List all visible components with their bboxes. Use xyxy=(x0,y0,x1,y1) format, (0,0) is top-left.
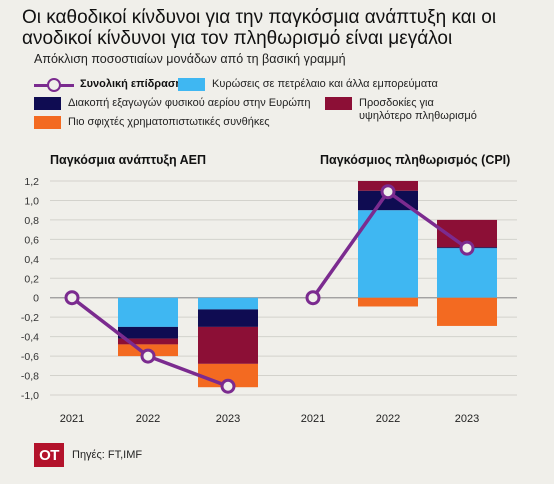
bar-gas xyxy=(358,190,418,211)
legend-label-sanctions: Κυρώσεις σε πετρέλαιο και άλλα εμπορεύμα… xyxy=(212,78,438,90)
x-tick-label: 2021 xyxy=(60,413,84,425)
y-tick-label: 0,4 xyxy=(24,254,39,266)
legend-swatch-sanctions xyxy=(178,78,205,91)
legend-item-expectations: Προσδοκίες για υψηλότερο πληθωρισμό xyxy=(325,97,489,123)
x-tick-label: 2023 xyxy=(216,413,240,425)
brand-logo: OT xyxy=(34,443,64,467)
x-tick-label: 2022 xyxy=(136,413,160,425)
total-effect-point xyxy=(64,290,80,306)
y-tick-label: 1,2 xyxy=(24,176,39,188)
y-tick-label: 0,2 xyxy=(24,273,39,285)
y-tick-label: -1,0 xyxy=(21,390,39,402)
x-tick-label: 2023 xyxy=(455,413,479,425)
legend-label-gas: Διακοπή εξαγωγών φυσικού αερίου στην Ευρ… xyxy=(68,97,311,109)
total-effect-point xyxy=(380,184,396,200)
total-effect-point xyxy=(140,348,156,364)
legend-swatch-gas xyxy=(34,97,61,110)
legend-label-financial: Πιο σφιχτές χρηματοπιστωτικές συνθήκες xyxy=(68,116,270,128)
y-tick-label: -0,8 xyxy=(21,371,39,383)
bar-gas xyxy=(118,326,178,339)
bar-sanctions xyxy=(118,297,178,327)
bar-expectations xyxy=(198,326,258,364)
legend-item-total: Συνολική επίδραση xyxy=(34,78,182,92)
chart-title: Οι καθοδικοί κίνδυνοι για την παγκόσμια … xyxy=(22,7,497,49)
panel-title-gdp: Παγκόσμια ανάπτυξη ΑΕΠ xyxy=(50,153,207,167)
y-tick-label: 0 xyxy=(33,293,39,305)
bar-financial xyxy=(437,297,497,326)
y-tick-label: -0,4 xyxy=(21,332,39,344)
y-tick-label: 1,0 xyxy=(24,195,39,207)
y-tick-label: -0,6 xyxy=(21,351,39,363)
legend: Συνολική επίδραση Κυρώσεις σε πετρέλαιο … xyxy=(0,78,554,138)
legend-item-gas: Διακοπή εξαγωγών φυσικού αερίου στην Ευρ… xyxy=(34,97,311,110)
chart-subtitle: Απόκλιση ποσοστιαίων μονάδων από τη βασι… xyxy=(34,52,346,66)
bar-sanctions xyxy=(437,248,497,298)
legend-label-expectations: Προσδοκίες για υψηλότερο πληθωρισμό xyxy=(359,97,477,122)
bar-expectations xyxy=(118,338,178,345)
y-tick-label: -0,2 xyxy=(21,312,39,324)
total-effect-point xyxy=(220,378,236,394)
x-tick-label: 2022 xyxy=(376,413,400,425)
bar-sanctions xyxy=(198,297,258,310)
legend-label-total: Συνολική επίδραση xyxy=(80,78,183,90)
legend-swatch-expectations xyxy=(325,97,352,110)
bar-gas xyxy=(198,309,258,327)
footer: OT Πηγές: FT,IMF xyxy=(34,443,142,467)
legend-item-sanctions: Κυρώσεις σε πετρέλαιο και άλλα εμπορεύμα… xyxy=(178,78,438,91)
bar-sanctions xyxy=(358,210,418,298)
panel-title-cpi: Παγκόσμιος πληθωρισμός (CPI) xyxy=(320,153,511,167)
legend-swatch-financial xyxy=(34,116,61,129)
bar-financial xyxy=(358,297,418,307)
source-note: Πηγές: FT,IMF xyxy=(72,449,143,461)
legend-total-marker xyxy=(34,78,74,92)
legend-item-financial: Πιο σφιχτές χρηματοπιστωτικές συνθήκες xyxy=(34,116,270,129)
y-tick-label: 0,8 xyxy=(24,215,39,227)
total-effect-point xyxy=(305,290,321,306)
y-tick-label: 0,6 xyxy=(24,234,39,246)
x-tick-label: 2021 xyxy=(301,413,325,425)
total-effect-point xyxy=(459,240,475,256)
